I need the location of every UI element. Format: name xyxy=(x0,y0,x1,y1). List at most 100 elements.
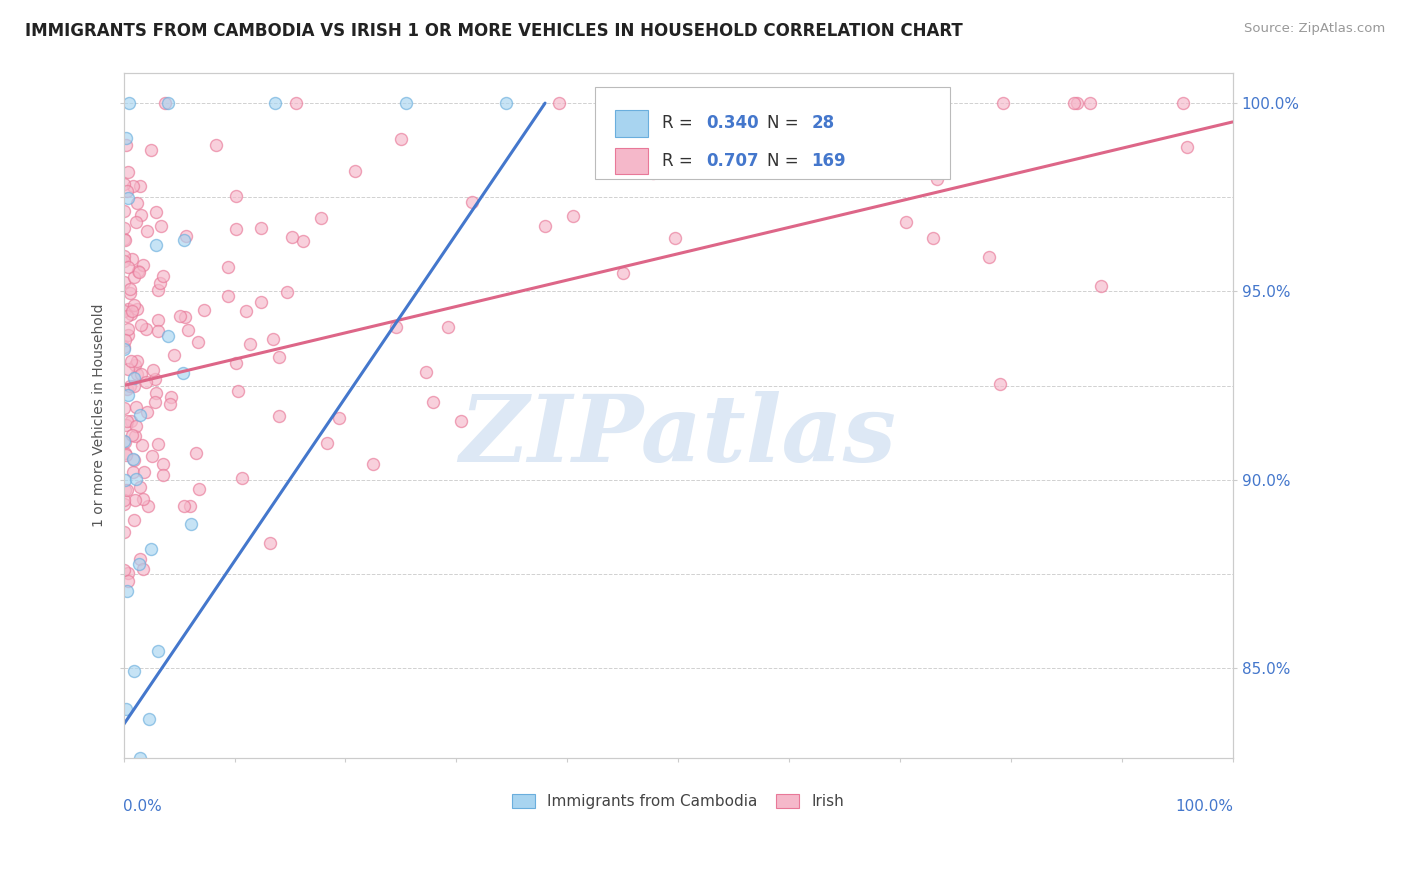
Point xyxy=(139,541,162,556)
Point xyxy=(132,562,155,576)
Point xyxy=(124,472,146,486)
Point xyxy=(125,302,148,317)
Point xyxy=(1173,96,1195,111)
Point xyxy=(641,166,664,180)
Point xyxy=(117,566,139,580)
Point xyxy=(177,323,200,337)
Point xyxy=(117,310,139,324)
Point xyxy=(112,434,135,448)
Point xyxy=(800,96,823,111)
Point xyxy=(118,96,141,111)
Point xyxy=(124,493,146,508)
Point xyxy=(117,302,139,317)
Point xyxy=(129,552,152,566)
Point xyxy=(114,702,136,716)
Point xyxy=(239,337,262,351)
Point xyxy=(129,179,152,194)
Point xyxy=(395,96,418,111)
Point xyxy=(112,303,135,318)
Text: 28: 28 xyxy=(811,114,834,133)
Point xyxy=(163,348,186,362)
Point xyxy=(159,397,181,411)
Point xyxy=(991,96,1014,111)
Point xyxy=(264,96,287,111)
Point xyxy=(281,230,304,244)
Point xyxy=(136,404,159,418)
Point xyxy=(132,491,155,506)
Point xyxy=(112,232,135,246)
Point xyxy=(596,96,619,111)
Point xyxy=(117,362,139,376)
Text: N =: N = xyxy=(766,152,804,169)
Point xyxy=(115,130,138,145)
Point xyxy=(217,289,239,303)
Text: 0.0%: 0.0% xyxy=(122,799,162,814)
Point xyxy=(143,372,166,386)
Point xyxy=(124,428,146,442)
Point xyxy=(115,414,138,428)
Point xyxy=(117,191,139,205)
Point xyxy=(135,224,157,238)
Point xyxy=(591,96,613,111)
Point xyxy=(138,712,160,726)
Point xyxy=(149,219,172,234)
Point xyxy=(148,644,170,658)
Point xyxy=(112,401,135,415)
Point xyxy=(664,231,686,245)
Point xyxy=(157,96,180,111)
Point xyxy=(145,205,167,219)
Point xyxy=(124,513,146,527)
Point xyxy=(262,332,284,346)
Point xyxy=(1175,140,1198,154)
Point xyxy=(124,400,146,414)
Point xyxy=(146,325,169,339)
Point xyxy=(225,189,247,203)
Point xyxy=(112,253,135,268)
Point xyxy=(436,319,458,334)
Point xyxy=(450,414,472,428)
Point xyxy=(135,375,157,389)
Point xyxy=(291,234,314,248)
Point xyxy=(562,209,585,223)
Point xyxy=(688,108,710,122)
Point xyxy=(173,499,195,513)
Point xyxy=(235,304,257,318)
Text: R =: R = xyxy=(661,114,697,133)
Point xyxy=(112,249,135,263)
Point xyxy=(121,304,143,318)
Point xyxy=(112,221,135,235)
Point xyxy=(495,96,517,111)
Point xyxy=(180,516,202,531)
Point xyxy=(269,409,291,424)
Point xyxy=(117,583,139,598)
Point xyxy=(136,499,159,513)
Point xyxy=(129,368,152,382)
Point xyxy=(128,558,150,572)
Point xyxy=(534,219,557,233)
Text: ZIPatlas: ZIPatlas xyxy=(460,392,897,481)
Point xyxy=(122,465,145,479)
Point xyxy=(128,264,150,278)
Point xyxy=(120,307,142,321)
Point xyxy=(127,264,149,278)
Point xyxy=(125,215,148,229)
Point xyxy=(114,435,136,450)
Point xyxy=(112,497,135,511)
Point xyxy=(225,221,247,235)
Point xyxy=(122,379,145,393)
Point xyxy=(844,96,866,111)
Point xyxy=(112,177,135,191)
Point xyxy=(114,448,136,462)
Point xyxy=(112,563,135,577)
Point xyxy=(149,276,172,290)
Text: 0.340: 0.340 xyxy=(706,114,758,133)
Point xyxy=(422,394,444,409)
Point xyxy=(125,354,148,368)
Point xyxy=(143,394,166,409)
Point xyxy=(115,382,138,396)
Point xyxy=(146,283,169,297)
Point xyxy=(145,238,167,252)
Point xyxy=(921,231,943,245)
Point xyxy=(309,211,332,225)
Point xyxy=(125,195,148,210)
